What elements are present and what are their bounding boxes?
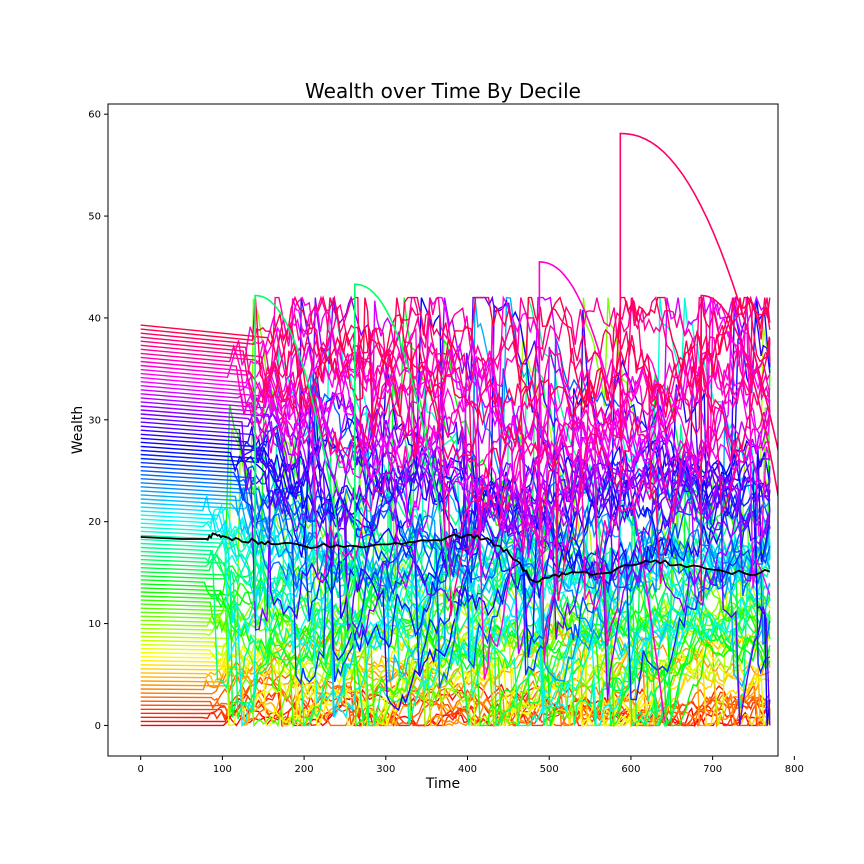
y-axis-label: Wealth	[70, 406, 86, 454]
x-axis: 0 100 200 300 400 500 600 700 800	[137, 756, 804, 775]
agent-series-line	[140, 299, 771, 563]
y-tick-label: 30	[88, 415, 101, 426]
plot-frame	[107, 103, 779, 757]
y-tick-label: 10	[88, 619, 101, 630]
agent-series-line	[140, 316, 771, 559]
spike-series-line	[254, 294, 365, 726]
x-tick-label: 400	[458, 764, 477, 775]
agent-series-line	[140, 618, 771, 727]
mean-series-line	[140, 532, 771, 583]
x-tick-label: 500	[540, 764, 559, 775]
x-tick-label: 200	[295, 764, 314, 775]
y-tick-label: 20	[88, 517, 101, 528]
x-axis-label: Time	[425, 776, 460, 792]
agent-series-line	[140, 498, 771, 683]
y-axis: 0 10 20 30 40 50 60	[88, 110, 108, 732]
spike-series-line	[538, 261, 666, 721]
spike-series-line	[619, 132, 778, 454]
agent-series-line	[140, 297, 771, 680]
spike-series-line	[700, 294, 778, 602]
series-lines	[140, 132, 778, 728]
x-tick-label: 800	[785, 764, 804, 775]
x-tick-label: 700	[703, 764, 722, 775]
agent-series-line	[140, 295, 771, 503]
agent-series-line	[140, 296, 771, 512]
agent-series-line	[140, 413, 771, 640]
agent-series-line	[140, 296, 771, 409]
spike-series-line	[353, 283, 470, 726]
agent-series-line	[140, 403, 771, 582]
agent-series-line	[140, 297, 771, 570]
chart-title: Wealth over Time By Decile	[305, 79, 581, 103]
y-tick-label: 40	[88, 313, 101, 324]
agent-series-line	[140, 297, 770, 533]
agent-series-line	[140, 476, 771, 705]
agent-series-line	[140, 596, 771, 728]
agent-series-line	[140, 503, 771, 727]
x-tick-label: 100	[213, 764, 232, 775]
y-tick-label: 50	[88, 212, 101, 223]
x-tick-label: 0	[137, 764, 143, 775]
agent-series-line	[140, 493, 771, 728]
agent-series-line	[140, 295, 771, 700]
agent-series-line	[140, 384, 771, 712]
mean-series	[140, 532, 771, 583]
y-tick-label: 0	[95, 721, 101, 732]
x-tick-label: 600	[621, 764, 640, 775]
agent-series-line	[140, 379, 771, 646]
y-tick-label: 60	[88, 110, 101, 121]
agent-series-line	[140, 297, 771, 529]
agent-series-line	[140, 296, 771, 460]
agent-series-line	[140, 295, 771, 421]
agent-series-line	[140, 356, 771, 663]
x-tick-label: 300	[376, 764, 395, 775]
agent-series-line	[140, 297, 771, 584]
